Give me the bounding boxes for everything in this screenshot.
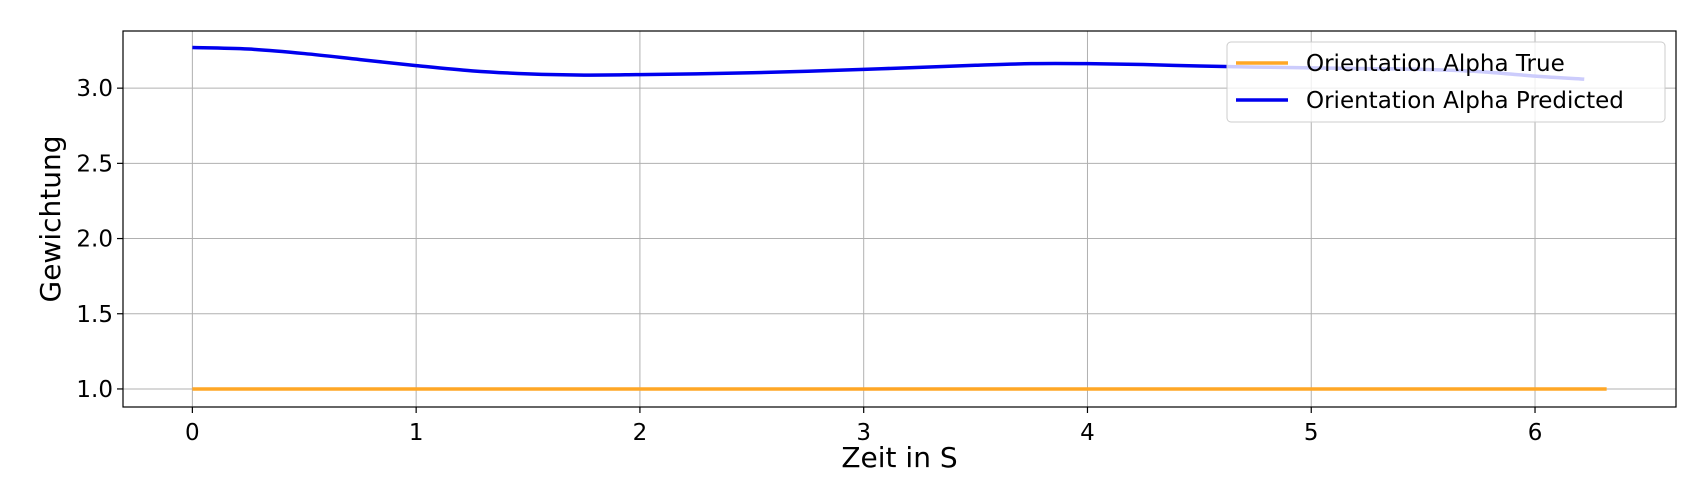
- plot-frame: [122, 30, 1677, 408]
- legend-box: [1226, 41, 1666, 123]
- ticks-layer: 0 1 2 3 4 5 6 1.0 1.5 2.0 2.5 3.0: [76, 76, 1542, 446]
- x-tick-label: 4: [1080, 420, 1095, 446]
- legend-label: Orientation Alpha True: [1306, 51, 1565, 77]
- x-tick-label: 5: [1304, 420, 1319, 446]
- x-tick-label: 0: [185, 420, 200, 446]
- x-tick-label: 6: [1528, 420, 1543, 446]
- x-tick-label: 3: [856, 420, 871, 446]
- x-axis-label: Zeit in S: [841, 441, 957, 474]
- y-tick-label: 2.0: [76, 227, 113, 253]
- x-tick-label: 2: [633, 420, 648, 446]
- y-tick-label: 1.0: [76, 377, 113, 403]
- legend-label: Orientation Alpha Predicted: [1306, 88, 1624, 114]
- y-axis-label: Gewichtung: [34, 136, 67, 303]
- y-tick-label: 2.5: [76, 151, 113, 177]
- y-tick-label: 3.0: [76, 76, 113, 102]
- y-tick-label: 1.5: [76, 302, 113, 328]
- x-tick-label: 1: [409, 420, 424, 446]
- legend: Orientation Alpha True Orientation Alpha …: [1226, 41, 1666, 123]
